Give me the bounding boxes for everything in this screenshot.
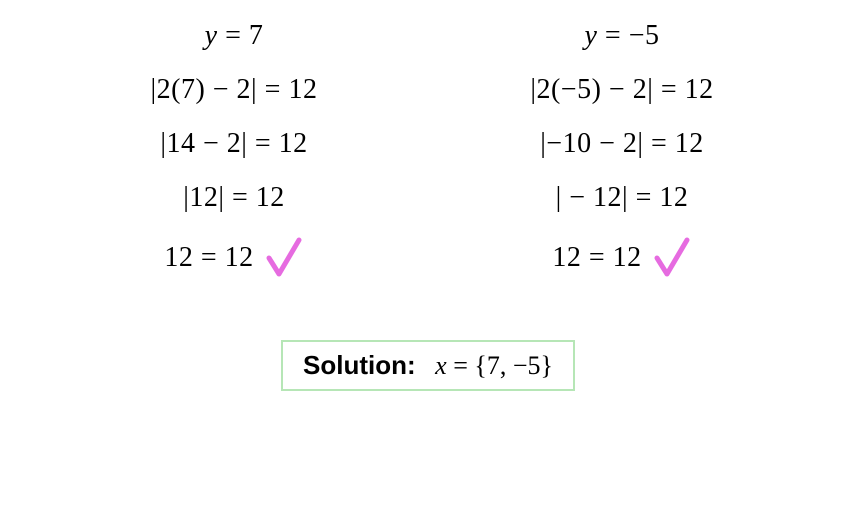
var-y: y = 7 [205,20,264,51]
check-icon [264,236,304,280]
right-line-1: y = −5 [584,20,659,52]
right-column: y = −5 |2(−5) − 2| = 12 |−10 − 2| = 12 |… [428,20,816,280]
left-line-4: |12| = 12 [183,182,285,214]
right-line-2: |2(−5) − 2| = 12 [530,74,713,106]
var-y: y = −5 [584,20,659,51]
right-line-5: 12 = 12 [552,242,641,274]
var-x: x [435,351,447,380]
left-column: y = 7 |2(7) − 2| = 12 |14 − 2| = 12 |12|… [40,20,428,280]
left-final-row: 12 = 12 [164,236,303,280]
solution-rest: = {7, −5} [447,351,553,380]
right-final-row: 12 = 12 [552,236,691,280]
left-line-1: y = 7 [205,20,264,52]
solution-container: Solution: x = {7, −5} [0,340,856,391]
right-line-4: | − 12| = 12 [556,182,689,214]
solution-label: Solution: [303,350,416,380]
solution-expression: x = {7, −5} [422,351,553,380]
columns-container: y = 7 |2(7) − 2| = 12 |14 − 2| = 12 |12|… [0,0,856,280]
left-line-5: 12 = 12 [164,242,253,274]
check-icon [652,236,692,280]
left-line-3: |14 − 2| = 12 [160,128,307,160]
right-line-3: |−10 − 2| = 12 [540,128,704,160]
left-line-2: |2(7) − 2| = 12 [151,74,318,106]
solution-box: Solution: x = {7, −5} [281,340,575,391]
